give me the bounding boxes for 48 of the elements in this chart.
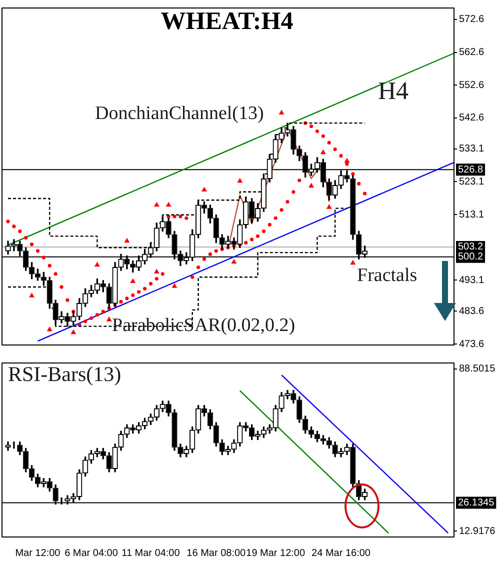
point: [344, 158, 350, 163]
ref-line-label: 526.8: [458, 164, 484, 176]
y-tick-label: 552.6: [459, 80, 484, 91]
point: [326, 204, 332, 209]
annotation: H4: [378, 78, 409, 106]
point: [154, 268, 160, 274]
chart-title: WHEAT:H4: [160, 8, 294, 36]
point: [29, 292, 35, 298]
y-tick-label: 473.6: [459, 338, 484, 350]
point: [308, 182, 314, 188]
ref-line-label: 26.1345: [458, 498, 495, 509]
point: [201, 186, 208, 192]
x-tick-label: 11 Mar 04:00: [122, 548, 180, 559]
point: [70, 329, 76, 334]
point: [320, 149, 326, 154]
point: [46, 326, 52, 332]
ref-line-label: 503.2: [458, 242, 484, 253]
point: [106, 316, 112, 322]
x-tick-label: 16 Mar 08:00: [186, 548, 246, 559]
annotation: Fractals: [357, 265, 418, 287]
point: [172, 283, 178, 288]
point: [231, 258, 237, 264]
y-tick-label: 542.6: [459, 112, 484, 124]
annotation: ParabolicSAR(0.02,0.2): [112, 315, 296, 337]
x-tick-label: Mar 12:00: [15, 548, 61, 559]
y-tick-label: 533.1: [459, 144, 484, 155]
x-tick-label: 24 Mar 16:00: [312, 548, 371, 559]
point: [94, 262, 100, 267]
y-tick-label: 513.1: [459, 209, 484, 220]
y-tick-label: 483.6: [459, 306, 484, 317]
annotation: RSI-Bars(13): [8, 362, 122, 386]
point: [124, 238, 130, 243]
y-tick-label: 562.6: [459, 47, 484, 58]
y-tick-label: 523.1: [459, 176, 484, 188]
y-tick-label: 493.1: [459, 274, 484, 286]
x-tick-label: 6 Mar 04:00: [64, 548, 118, 559]
y-tick-label: 88.5015: [459, 364, 496, 375]
point: [130, 278, 136, 284]
point: [350, 260, 356, 265]
annotation: DonchianChannel(13): [95, 103, 264, 125]
y-tick-label: 12.9176: [459, 526, 496, 537]
point: [166, 202, 172, 207]
x-tick-label: 19 Mar 12:00: [246, 548, 306, 559]
point: [237, 178, 243, 183]
point: [278, 110, 284, 115]
point: [154, 202, 160, 207]
ref-line-label: 500.2: [458, 252, 484, 263]
y-tick-label: 572.6: [459, 14, 484, 26]
